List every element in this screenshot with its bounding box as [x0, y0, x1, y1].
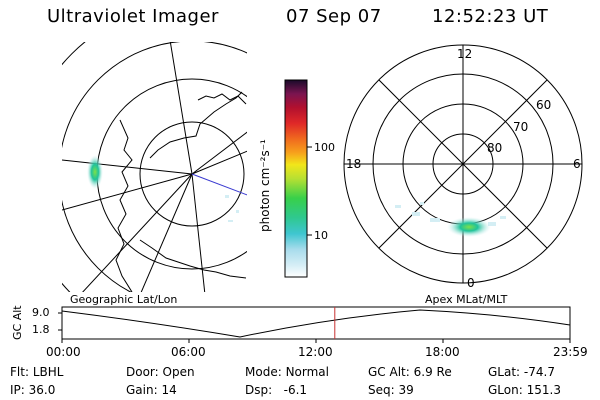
altitude-tick-9: 9.0	[32, 306, 50, 319]
time-tick-0600: 06:00	[171, 345, 206, 359]
status-glat: GLat: -74.7	[488, 365, 555, 379]
apex-panel-label: Apex MLat/MLT	[425, 293, 508, 306]
mlt-label-6: 6	[573, 157, 581, 171]
status-glon: GLon: 151.3	[488, 383, 561, 397]
status-seq: Seq: 39	[368, 383, 414, 397]
colorbar-tick-100: 100	[314, 141, 335, 154]
polar-grid	[343, 44, 583, 284]
status-gc-alt: GC Alt: 6.9 Re	[368, 365, 452, 379]
instrument-title: Ultraviolet Imager	[47, 6, 219, 27]
altitude-ticks	[58, 312, 571, 343]
time-tick-2359: 23:59	[553, 345, 588, 359]
altitude-curve	[61, 309, 571, 338]
time-tick-1800: 18:00	[425, 345, 460, 359]
geographic-panel-label: Geographic Lat/Lon	[70, 293, 178, 306]
emission-speckle	[395, 202, 506, 226]
mlt-label-12: 12	[457, 47, 473, 61]
status-ip: IP: 36.0	[10, 383, 56, 397]
date-readout: 07 Sep 07	[286, 6, 382, 27]
mlt-label-18: 18	[346, 157, 362, 171]
aurora-emission-polar	[447, 217, 491, 237]
altitude-axis-label: GC Alt	[11, 305, 24, 340]
mlat-label-80: 80	[487, 141, 503, 155]
status-door: Door: Open	[126, 365, 195, 379]
time-readout: 12:52:23 UT	[432, 6, 549, 27]
status-gain: Gain: 14	[126, 383, 177, 397]
coastline	[115, 91, 247, 292]
altitude-tick-1-8: 1.8	[32, 323, 50, 336]
mlat-label-70: 70	[513, 120, 529, 134]
geographic-map	[62, 42, 247, 292]
mlat-label-60: 60	[536, 98, 552, 112]
aurora-emission-geographic	[87, 155, 103, 189]
time-tick-1200: 12:00	[298, 345, 333, 359]
colorbar	[284, 79, 308, 278]
colorbar-ticks	[307, 146, 312, 236]
status-mode: Mode: Normal	[245, 365, 329, 379]
time-tick-0000: 00:00	[46, 345, 81, 359]
colorbar-tick-10: 10	[314, 229, 328, 242]
status-dsp: Dsp: -6.1	[245, 383, 308, 397]
mlt-label-0: 0	[467, 276, 475, 290]
colorbar-unit-label: photon cm⁻²s⁻¹	[258, 139, 272, 232]
status-filter: Flt: LBHL	[10, 365, 64, 379]
